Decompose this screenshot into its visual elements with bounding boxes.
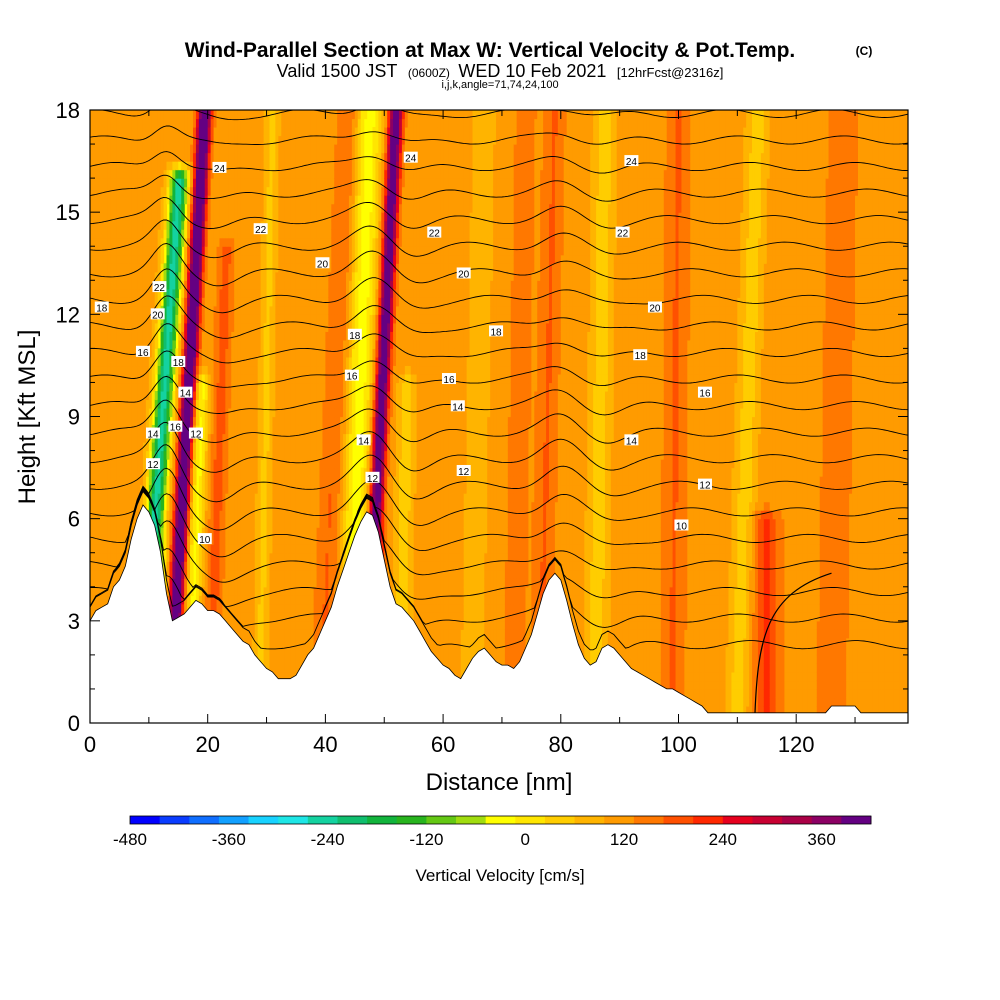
velocity-cell: [196, 442, 200, 451]
chart-subtitle-indices: i,j,k,angle=71,74,24,100: [441, 79, 558, 91]
plot-area: 2422201816141224222018161412242220181614…: [90, 99, 909, 724]
velocity-cell: [172, 340, 176, 349]
velocity-cell: [190, 544, 194, 553]
velocity-cell: [190, 536, 194, 545]
velocity-cell: [196, 451, 200, 460]
velocity-cell: [193, 519, 197, 528]
velocity-cell: [181, 204, 185, 213]
velocity-cell: [161, 502, 165, 511]
velocity-cell: [161, 246, 165, 255]
subtitle-utc: (0600Z): [408, 66, 450, 80]
velocity-cell: [193, 493, 197, 502]
subtitle-date: WED 10 Feb 2021: [458, 61, 606, 81]
copyright-mark: (C): [856, 44, 873, 58]
velocity-cell: [169, 382, 173, 391]
velocity-cell: [193, 476, 197, 485]
velocity-cell: [193, 527, 197, 536]
subtitle-valid: Valid 1500 JST: [277, 61, 398, 81]
velocity-cell: [164, 459, 168, 468]
velocity-cell: [193, 502, 197, 511]
subtitle-forecast: [12hrFcst@2316z]: [617, 65, 723, 80]
velocity-cell: [161, 255, 165, 264]
velocity-cell: [149, 417, 153, 426]
velocity-cell: [164, 204, 168, 213]
velocity-cell: [190, 570, 194, 579]
velocity-cell: [193, 468, 197, 477]
velocity-cell: [172, 331, 176, 340]
velocity-cell: [152, 374, 156, 383]
chart-subtitle: Valid 1500 JST (0600Z) WED 10 Feb 2021 […: [277, 61, 724, 81]
velocity-cell: [190, 561, 194, 570]
velocity-cell: [196, 417, 200, 426]
velocity-cell: [175, 289, 179, 298]
chart-title: Wind-Parallel Section at Max W: Vertical…: [185, 39, 796, 62]
velocity-cell: [175, 297, 179, 306]
velocity-cell: [178, 246, 182, 255]
velocity-cell: [155, 340, 159, 349]
cross-section-chart: Wind-Parallel Section at Max W: Vertical…: [0, 0, 1000, 1000]
